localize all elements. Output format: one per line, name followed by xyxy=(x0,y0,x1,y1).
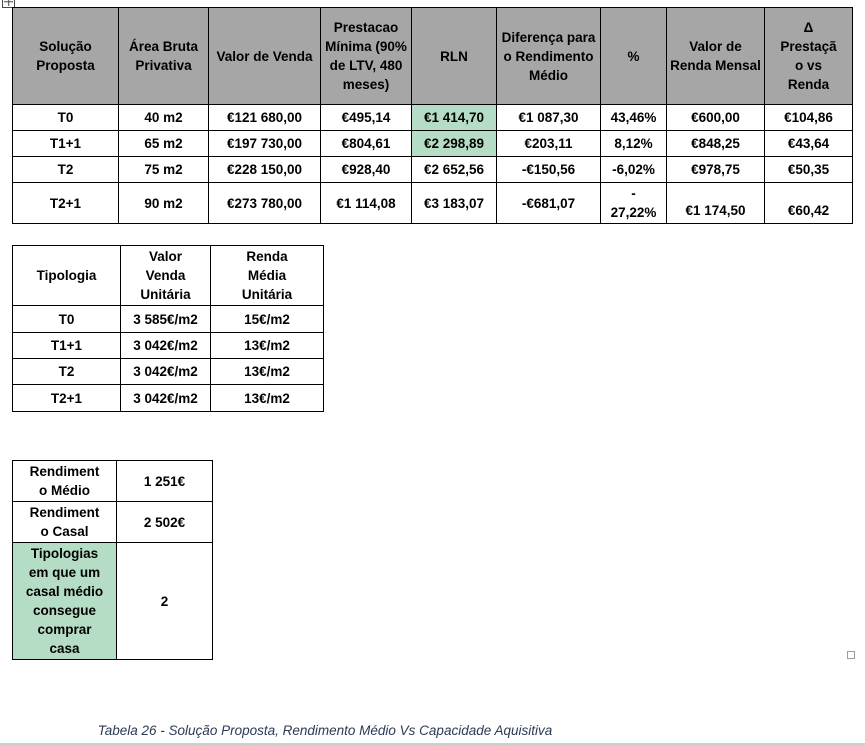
th-rln: RLN xyxy=(411,7,497,105)
table-header-row: Solução Proposta Área Bruta Privativa Va… xyxy=(12,7,853,105)
table-cell: €1 174,50 xyxy=(666,182,765,224)
table-cell: T2+1 xyxy=(12,182,119,224)
th-solucao-proposta: Solução Proposta xyxy=(12,7,119,105)
table-cell-highlighted: €1 414,70 xyxy=(411,104,497,131)
th-percent: % xyxy=(600,7,667,105)
table-cell: 43,46% xyxy=(600,104,667,131)
page-edge-divider xyxy=(0,743,865,746)
table-cell: €273 780,00 xyxy=(208,182,321,224)
table-cell: €203,11 xyxy=(496,130,601,157)
th-diferenca-rendimento-medio: Diferença para o Rendimento Médio xyxy=(496,7,601,105)
table-cell: 13€/m2 xyxy=(210,332,324,359)
table-row: T1+1 65 m2 €197 730,00 €804,61 €2 298,89… xyxy=(12,130,853,157)
table-cell: €928,40 xyxy=(320,156,412,183)
table-row: Rendiment o Casal 2 502€ xyxy=(12,501,213,543)
table-header-row: Tipologia Valor Venda Unitária Renda Méd… xyxy=(12,245,324,306)
table-cell: 13€/m2 xyxy=(210,384,324,412)
value-tipologias-casal-medio: 2 xyxy=(116,542,213,660)
table-cell: 90 m2 xyxy=(118,182,209,224)
table-cell: T2 xyxy=(12,358,121,385)
table-cell: -€681,07 xyxy=(496,182,601,224)
table-move-handle-icon[interactable] xyxy=(2,0,15,8)
th-valor-venda-unitaria: Valor Venda Unitária xyxy=(120,245,211,306)
table-cell: €1 087,30 xyxy=(496,104,601,131)
table-cell: €197 730,00 xyxy=(208,130,321,157)
table-row: T2+1 90 m2 €273 780,00 €1 114,08 €3 183,… xyxy=(12,182,853,224)
th-delta-prestacao-vs-renda: Δ Prestaçã o vs Renda xyxy=(764,7,853,105)
table-cell: 3 042€/m2 xyxy=(120,332,211,359)
th-tipologia: Tipologia xyxy=(12,245,121,306)
table-row: T2 75 m2 €228 150,00 €928,40 €2 652,56 -… xyxy=(12,156,853,183)
table-cell: €804,61 xyxy=(320,130,412,157)
solucao-proposta-table: Solução Proposta Área Bruta Privativa Va… xyxy=(12,7,853,224)
value-rendimento-medio: 1 251€ xyxy=(116,460,213,502)
table-cell: €495,14 xyxy=(320,104,412,131)
table-cell: €60,42 xyxy=(764,182,853,224)
th-area-bruta-privativa: Área Bruta Privativa xyxy=(118,7,209,105)
table-row: T0 40 m2 €121 680,00 €495,14 €1 414,70 €… xyxy=(12,104,853,131)
table-row: T0 3 585€/m2 15€/m2 xyxy=(12,305,324,333)
table-cell: 3 042€/m2 xyxy=(120,358,211,385)
th-renda-media-unitaria: Renda Média Unitária xyxy=(210,245,324,306)
table-cell: €600,00 xyxy=(666,104,765,131)
table-cell: 75 m2 xyxy=(118,156,209,183)
table-cell: 3 042€/m2 xyxy=(120,384,211,412)
table-row: Rendiment o Médio 1 251€ xyxy=(12,460,213,502)
table-cell: €228 150,00 xyxy=(208,156,321,183)
table-cell: 3 585€/m2 xyxy=(120,305,211,333)
rendimento-table: Rendiment o Médio 1 251€ Rendiment o Cas… xyxy=(12,460,213,660)
table-cell: T0 xyxy=(12,104,119,131)
table-cell: - 27,22% xyxy=(600,182,667,224)
table-cell: T1+1 xyxy=(12,130,119,157)
table-resize-handle-icon[interactable] xyxy=(847,651,855,659)
table-cell: €848,25 xyxy=(666,130,765,157)
th-valor-renda-mensal: Valor de Renda Mensal xyxy=(666,7,765,105)
table-row: T2 3 042€/m2 13€/m2 xyxy=(12,358,324,385)
table-cell: -€150,56 xyxy=(496,156,601,183)
table-cell: €2 652,56 xyxy=(411,156,497,183)
table-caption: Tabela 26 - Solução Proposta, Rendimento… xyxy=(97,723,553,738)
table-cell: 13€/m2 xyxy=(210,358,324,385)
table-cell: 65 m2 xyxy=(118,130,209,157)
table-row: T1+1 3 042€/m2 13€/m2 xyxy=(12,332,324,359)
table-cell: €104,86 xyxy=(764,104,853,131)
label-tipologias-casal-medio: Tipologias em que um casal médio consegu… xyxy=(12,542,117,660)
table-cell: T0 xyxy=(12,305,121,333)
table-cell: 8,12% xyxy=(600,130,667,157)
value-rendimento-casal: 2 502€ xyxy=(116,501,213,543)
table-cell: 40 m2 xyxy=(118,104,209,131)
table-cell: -6,02% xyxy=(600,156,667,183)
table-cell: €121 680,00 xyxy=(208,104,321,131)
table-cell: T1+1 xyxy=(12,332,121,359)
table-cell: T2 xyxy=(12,156,119,183)
label-rendimento-medio: Rendiment o Médio xyxy=(12,460,117,502)
table-cell: €43,64 xyxy=(764,130,853,157)
table-row: Tipologias em que um casal médio consegu… xyxy=(12,542,213,660)
table-cell: T2+1 xyxy=(12,384,121,412)
table-cell: €1 114,08 xyxy=(320,182,412,224)
table-cell: €978,75 xyxy=(666,156,765,183)
th-valor-de-venda: Valor de Venda xyxy=(208,7,321,105)
th-prestacao-minima: Prestacao Mínima (90% de LTV, 480 meses) xyxy=(320,7,412,105)
table-row: T2+1 3 042€/m2 13€/m2 xyxy=(12,384,324,412)
tipologia-unitaria-table: Tipologia Valor Venda Unitária Renda Méd… xyxy=(12,245,324,412)
table-cell: €3 183,07 xyxy=(411,182,497,224)
label-rendimento-casal: Rendiment o Casal xyxy=(12,501,117,543)
table-cell: €50,35 xyxy=(764,156,853,183)
table-cell: 15€/m2 xyxy=(210,305,324,333)
table-cell-highlighted: €2 298,89 xyxy=(411,130,497,157)
